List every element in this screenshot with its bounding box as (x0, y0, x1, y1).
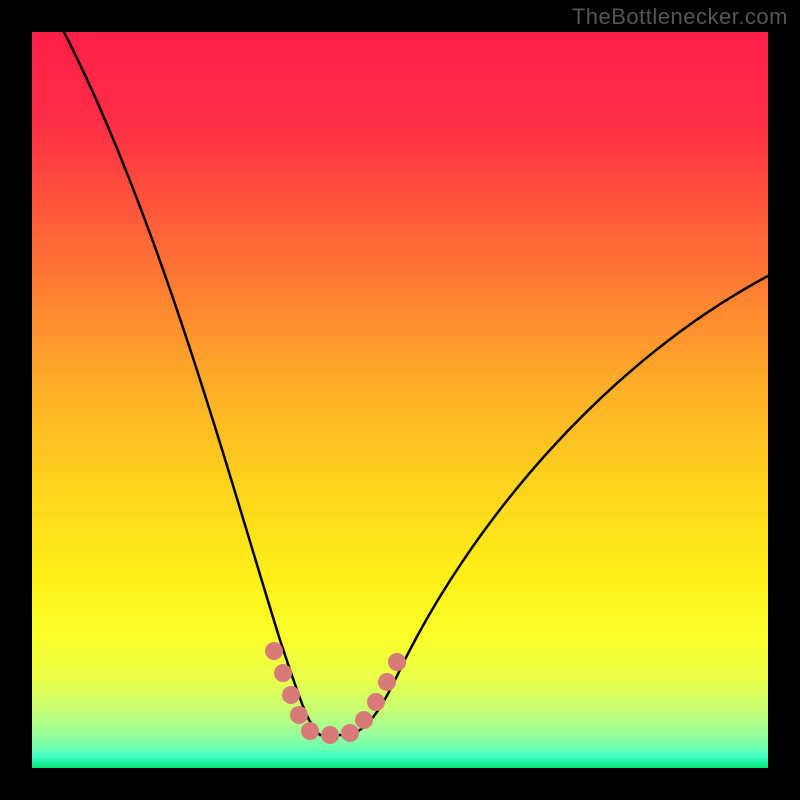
highlight-dot (301, 722, 319, 740)
highlight-dot (265, 642, 283, 660)
highlight-dot (388, 653, 406, 671)
chart-stage: TheBottlenecker.com (0, 0, 800, 800)
highlight-dot (290, 706, 308, 724)
bottleneck-chart-svg (0, 0, 800, 800)
highlight-dot (378, 673, 396, 691)
highlight-dot (282, 686, 300, 704)
highlight-dot (367, 693, 385, 711)
highlight-dot (274, 664, 292, 682)
highlight-dot (321, 726, 339, 744)
highlight-dot (341, 724, 359, 742)
highlight-dot (355, 711, 373, 729)
watermark-text: TheBottlenecker.com (572, 4, 788, 30)
